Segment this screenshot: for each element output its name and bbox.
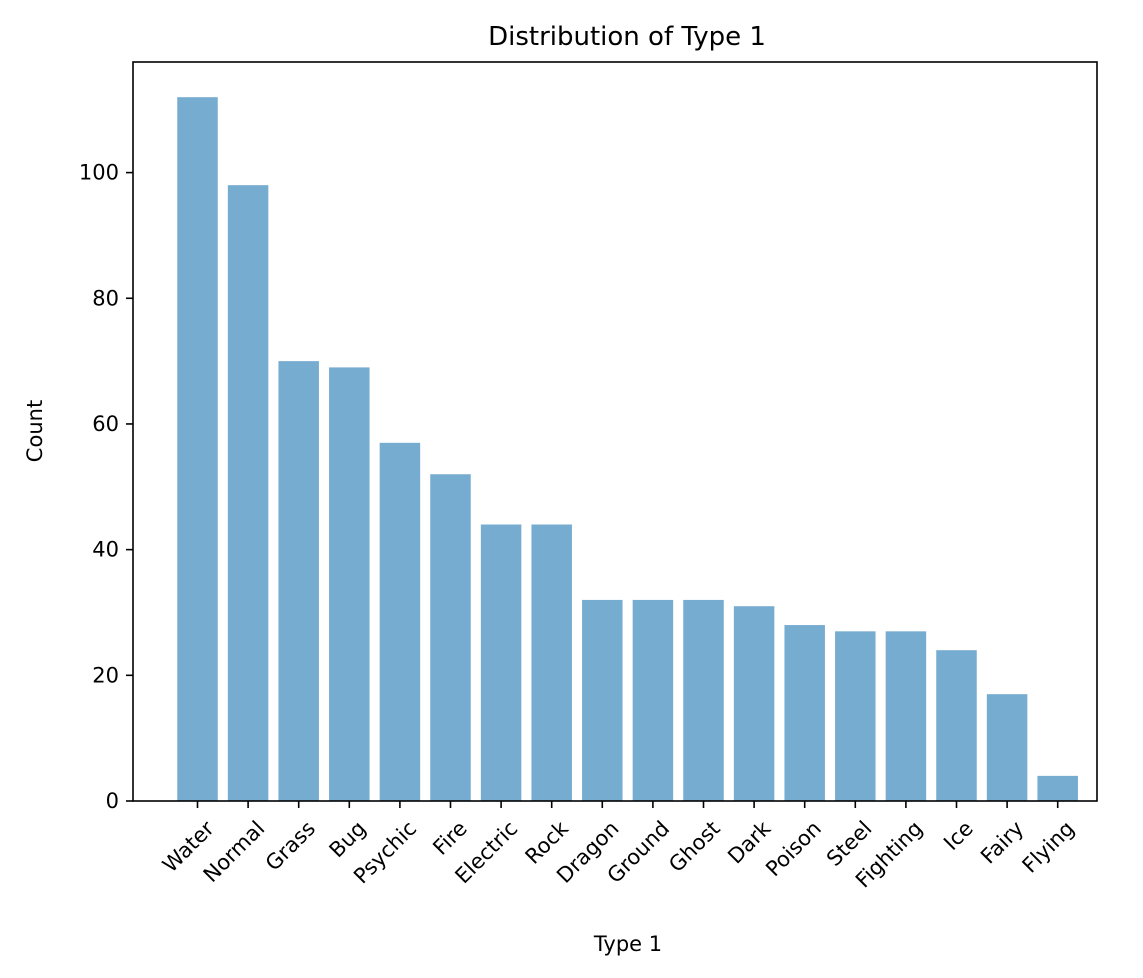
y-tick-label: 60 [92,412,119,436]
chart-title: Distribution of Type 1 [488,22,766,52]
bar-psychic [379,442,421,801]
bar-ground [632,599,674,801]
bar-rock [531,524,572,801]
x-tick-label: Grass [261,816,320,875]
y-axis-label: Count [23,400,47,462]
x-tick-label: Poison [761,816,826,881]
x-axis-label: Type 1 [593,932,662,956]
y-tick-label: 20 [92,663,119,687]
bar-fairy [986,694,1028,801]
bar-fire [430,474,471,801]
plot-frame [132,61,1098,802]
bar-steel [835,631,876,801]
x-tick-label: Bug [325,816,371,862]
y-tick-label: 100 [79,161,119,185]
y-tick-label: 40 [92,538,119,562]
bar-dragon [582,599,623,801]
bars-group [177,97,1078,802]
bar-poison [784,625,825,801]
bar-fighting [885,631,927,801]
bar-electric [480,524,522,801]
bar-ghost [683,599,724,801]
bar-grass [278,361,319,801]
bar-dark [733,606,775,801]
y-tick-label: 0 [106,789,119,813]
bar-water [177,97,218,801]
bar-ice [936,650,977,801]
bar-bug [329,367,370,801]
x-tick-label: Ice [939,816,978,855]
y-axis: 0 20 40 60 80 100 [79,161,133,813]
x-tick-label: Ghost [664,816,725,877]
x-tick-label: Flying [1018,816,1079,877]
bar-normal [227,185,269,802]
y-tick-label: 80 [92,286,119,310]
bar-flying [1037,775,1078,801]
x-tick-label: Fire [428,816,471,859]
